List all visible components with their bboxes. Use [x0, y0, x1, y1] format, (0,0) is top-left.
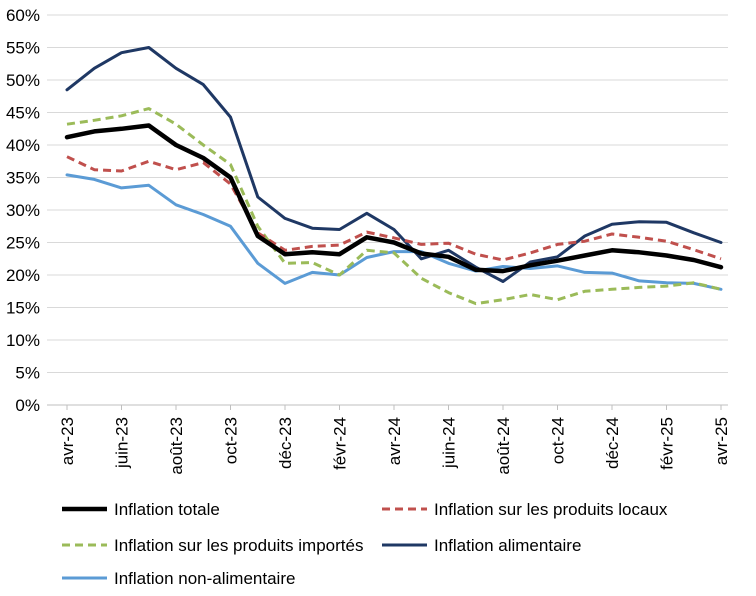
x-tick-label: oct-24 [549, 417, 568, 464]
y-tick-label: 55% [6, 39, 40, 58]
gridlines [47, 14, 728, 410]
x-tick-label: juin-24 [440, 417, 459, 469]
y-tick-label: 10% [6, 331, 40, 350]
x-tick-label: avr-24 [385, 417, 404, 465]
series-line-4 [65, 46, 723, 283]
x-tick-label: févr-25 [658, 417, 677, 470]
legend-label-1: Inflation totale [114, 500, 220, 519]
legend-label-2: Inflation sur les produits locaux [434, 500, 668, 519]
series-line-3 [66, 107, 722, 306]
legend-label-4: Inflation alimentaire [434, 536, 581, 555]
x-tick-label: févr-24 [331, 417, 350, 470]
series-line-1 [64, 123, 724, 274]
y-tick-label: 60% [6, 6, 40, 25]
y-tick-label: 50% [6, 71, 40, 90]
series-line-2 [66, 155, 722, 262]
series-line-5 [65, 173, 723, 291]
y-tick-label: 35% [6, 169, 40, 188]
y-tick-label: 30% [6, 201, 40, 220]
y-tick-label: 45% [6, 104, 40, 123]
y-tick-label: 40% [6, 136, 40, 155]
y-tick-label: 0% [15, 396, 40, 415]
x-tick-label: juin-23 [113, 417, 132, 469]
y-tick-label: 5% [15, 364, 40, 383]
legend-label-3: Inflation sur les produits importés [114, 536, 363, 555]
x-tick-label: déc-23 [276, 417, 295, 469]
x-tick-label: août-23 [167, 417, 186, 475]
legend: Inflation totale Inflation sur les produi… [62, 500, 668, 588]
x-axis-tick-labels: avr-23 juin-23 août-23 oct-23 déc-23 févr-24 a… [58, 417, 731, 475]
y-tick-label: 15% [6, 299, 40, 318]
y-axis-tick-labels: 0% 5% 10% 15% 20% 25% 30% 35% 40% 45% 50% 55% 60% [6, 6, 40, 415]
x-tick-label: août-24 [494, 417, 513, 475]
x-tick-label: oct-23 [222, 417, 241, 464]
y-tick-label: 20% [6, 266, 40, 285]
series-lines [64, 46, 724, 306]
legend-label-5: Inflation non-alimentaire [114, 569, 295, 588]
x-tick-label: avr-25 [712, 417, 731, 465]
x-tick-label: déc-24 [603, 417, 622, 469]
x-tick-label: avr-23 [58, 417, 77, 465]
y-tick-label: 25% [6, 234, 40, 253]
